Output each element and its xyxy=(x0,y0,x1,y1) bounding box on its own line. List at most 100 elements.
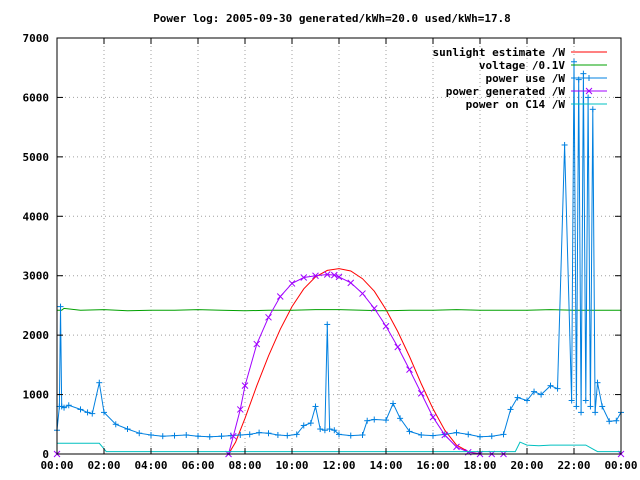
x-tick-label: 08:00 xyxy=(228,459,261,472)
data-point xyxy=(585,94,592,101)
data-point xyxy=(500,431,507,438)
data-point xyxy=(441,431,449,439)
data-point xyxy=(364,417,371,424)
data-point xyxy=(587,403,594,410)
data-point xyxy=(288,280,296,287)
data-point xyxy=(335,273,343,281)
y-tick-label: 3000 xyxy=(23,270,50,283)
series-4 xyxy=(57,441,621,453)
data-point xyxy=(84,409,91,416)
data-point xyxy=(347,432,354,439)
data-point xyxy=(382,322,390,330)
data-point xyxy=(524,397,530,404)
data-point xyxy=(514,394,521,401)
data-point xyxy=(265,430,272,437)
data-point xyxy=(324,321,331,328)
data-point xyxy=(326,426,333,433)
x-tick-label: 04:00 xyxy=(134,459,167,472)
data-point xyxy=(547,382,554,389)
data-point xyxy=(236,406,244,413)
x-tick-label: 02:00 xyxy=(87,459,120,472)
y-tick-label: 0 xyxy=(42,448,49,461)
data-point xyxy=(370,305,378,312)
x-tick-label: 12:00 xyxy=(322,459,355,472)
data-point xyxy=(171,432,178,439)
data-point xyxy=(65,402,72,409)
series-line xyxy=(56,61,622,438)
data-point xyxy=(307,420,314,427)
data-point xyxy=(477,433,483,440)
legend-entry: power generated /W xyxy=(446,85,607,98)
data-point xyxy=(606,418,613,425)
data-point xyxy=(390,400,397,407)
series-line xyxy=(57,307,621,312)
legend-label: power on C14 /W xyxy=(466,98,566,111)
y-tick-label: 2000 xyxy=(23,329,50,342)
data-point xyxy=(453,429,460,436)
data-point xyxy=(276,293,284,300)
data-point xyxy=(599,403,606,410)
series-line xyxy=(57,273,621,455)
series-1 xyxy=(57,307,621,312)
data-point xyxy=(417,390,425,397)
legend-entry: power use /W xyxy=(486,72,607,85)
data-point xyxy=(136,430,143,437)
data-point xyxy=(317,426,324,433)
legend-label: voltage /0.1V xyxy=(479,59,565,72)
x-tick-label: 20:00 xyxy=(510,459,543,472)
data-point xyxy=(77,406,84,413)
data-point xyxy=(531,388,538,395)
x-tick-label: 22:00 xyxy=(557,459,590,472)
data-point xyxy=(465,431,472,438)
data-point xyxy=(148,431,154,438)
data-point xyxy=(265,313,272,321)
data-point xyxy=(406,366,413,373)
data-point xyxy=(57,303,64,310)
data-point xyxy=(430,432,436,439)
data-point xyxy=(300,274,308,281)
data-point xyxy=(613,417,620,424)
data-point xyxy=(488,433,495,440)
data-point xyxy=(331,427,338,434)
x-tick-label: 14:00 xyxy=(369,459,402,472)
data-point xyxy=(418,431,425,438)
data-point xyxy=(96,379,103,386)
y-tick-label: 4000 xyxy=(23,210,50,223)
data-point xyxy=(383,417,389,424)
data-point xyxy=(554,385,561,392)
series-3 xyxy=(53,271,625,458)
x-tick-label: 16:00 xyxy=(416,459,449,472)
grid xyxy=(57,38,621,454)
data-point xyxy=(293,431,300,438)
data-point xyxy=(323,271,331,278)
legend-entry: voltage /0.1V xyxy=(479,59,607,72)
x-tick-label: 10:00 xyxy=(275,459,308,472)
data-point xyxy=(321,427,328,434)
data-point xyxy=(394,343,402,351)
data-point xyxy=(594,379,601,386)
data-point xyxy=(159,433,166,440)
data-point xyxy=(237,431,244,438)
data-point xyxy=(89,410,96,417)
data-point xyxy=(347,279,355,287)
legend-label: power generated /W xyxy=(446,85,566,98)
data-point xyxy=(406,428,413,435)
y-tick-label: 6000 xyxy=(23,91,50,104)
data-point xyxy=(453,443,460,451)
data-point xyxy=(429,413,437,421)
data-point xyxy=(359,431,366,438)
data-point xyxy=(571,58,577,65)
legend-entry: sunlight estimate /W xyxy=(433,46,607,59)
data-point xyxy=(101,409,107,416)
data-point xyxy=(582,397,589,404)
data-point xyxy=(183,431,190,438)
x-tick-label: 06:00 xyxy=(181,459,214,472)
data-point xyxy=(256,429,263,436)
data-point xyxy=(61,404,68,411)
x-tick-label: 00:00 xyxy=(604,459,637,472)
data-point xyxy=(592,409,599,416)
data-point xyxy=(218,433,225,440)
data-point xyxy=(330,271,338,279)
